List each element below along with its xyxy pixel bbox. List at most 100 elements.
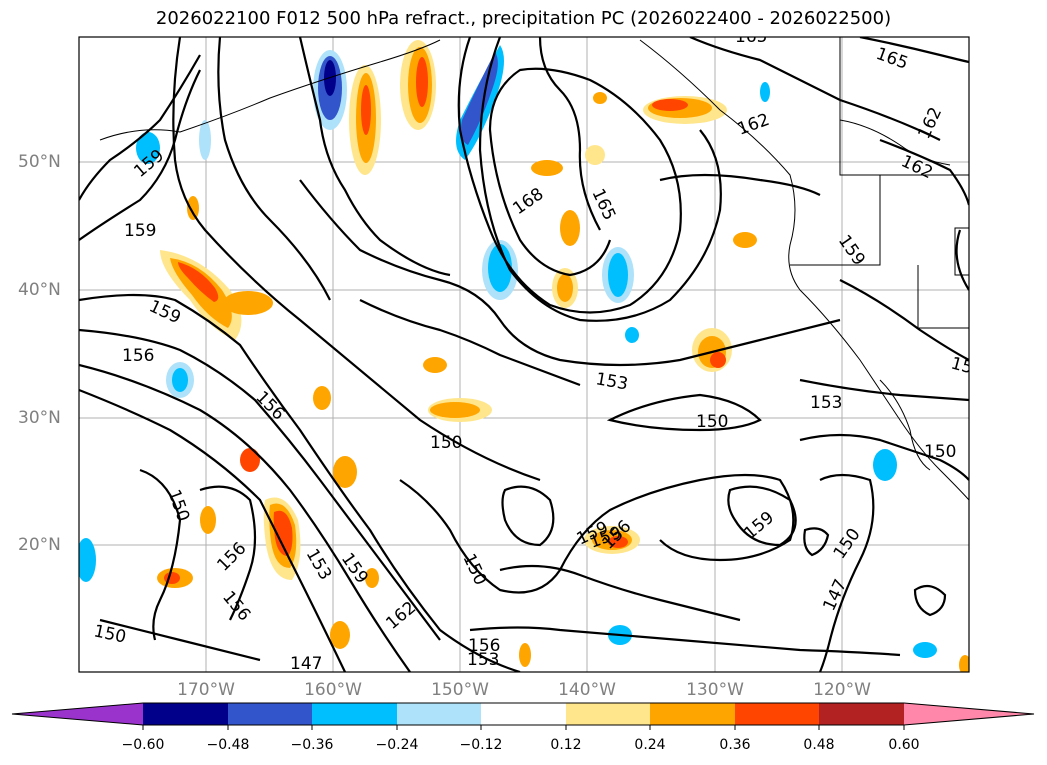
precip-patch	[136, 132, 160, 164]
precip-patch	[423, 357, 447, 373]
colorbar	[11, 702, 1035, 730]
contour-label: 156	[468, 636, 500, 656]
colorbar-segment	[481, 703, 566, 725]
colorbar-tick-label: 0.48	[803, 737, 835, 753]
precip-patch	[760, 82, 770, 102]
baja-coast	[879, 379, 931, 471]
contour-line	[359, 299, 581, 387]
lat-label-20n: 20°N	[18, 535, 61, 555]
colorbar-ticks	[142, 725, 905, 730]
colorbar-segment	[143, 703, 228, 725]
colorbar-segment	[228, 703, 312, 725]
contour-line	[955, 229, 969, 291]
contour-label: 150	[430, 433, 462, 453]
contour-line	[727, 485, 797, 547]
precip-patch	[365, 568, 379, 588]
precip-patch	[519, 643, 531, 667]
contour-line	[859, 37, 969, 64]
precip-patch	[330, 621, 350, 649]
colorbar-segment	[650, 703, 735, 725]
coastlines	[99, 37, 969, 501]
colorbar-extend-min	[12, 703, 143, 725]
colorbar-tick-label: −0.24	[375, 737, 419, 753]
lon-label-150w: 150°W	[431, 680, 489, 700]
contour-line	[79, 328, 441, 641]
precip-patch	[172, 368, 188, 392]
contour-line	[457, 37, 682, 314]
contour-line	[538, 37, 601, 231]
lat-label-30n: 30°N	[18, 408, 61, 428]
colorbar-tick-label: 0.36	[719, 737, 751, 753]
precip-patch	[273, 510, 293, 556]
lon-label-130w: 130°W	[686, 680, 744, 700]
refractivity-contours	[79, 37, 969, 672]
colorbar-tick-label: 0.60	[888, 737, 920, 753]
contour-line	[79, 363, 411, 672]
precip-patch	[625, 327, 639, 343]
precip-shading	[79, 40, 969, 672]
lon-label-140w: 140°W	[558, 680, 616, 700]
contour-line	[217, 37, 331, 301]
colorbar-tick-label: −0.60	[121, 737, 165, 753]
lat-label-40n: 40°N	[18, 280, 61, 300]
precip-patch	[416, 57, 428, 107]
contour-line	[818, 473, 875, 672]
contour-line	[803, 527, 830, 557]
lon-label-170w: 170°W	[177, 680, 235, 700]
contour-line	[99, 618, 261, 662]
north-america-coast	[639, 39, 969, 501]
colorbar-segment	[819, 703, 904, 725]
figure-title: 2026022100 F012 500 hPa refract., precip…	[155, 8, 892, 29]
precip-patch	[430, 402, 480, 418]
precip-patch	[710, 352, 726, 368]
precip-patch	[333, 456, 357, 488]
precip-patch	[361, 85, 371, 135]
lon-label-160w: 160°W	[304, 680, 362, 700]
precip-patch	[178, 262, 219, 302]
contour-line	[79, 293, 521, 672]
precip-patch	[608, 536, 628, 548]
contour-label: 150	[696, 412, 728, 432]
precip-patch	[733, 232, 757, 248]
contour-line	[299, 179, 841, 367]
contour-label: 15	[949, 354, 975, 379]
colorbar-extend-max	[904, 703, 1034, 725]
contour-line	[478, 37, 722, 322]
colorbar-tick-label: −0.48	[206, 737, 250, 753]
colorbar-segment	[312, 703, 397, 725]
precip-patch	[79, 538, 96, 582]
contour-label: 165	[735, 27, 767, 47]
state-border	[790, 175, 881, 266]
colorbar-segment	[397, 703, 481, 725]
contour-label: 159	[124, 221, 156, 241]
aleutian-coast	[99, 39, 441, 141]
contour-label: 156	[122, 346, 154, 366]
contour-line	[79, 69, 201, 241]
contour-label: 147	[290, 654, 322, 674]
precip-patch	[560, 210, 580, 246]
contour-line	[839, 279, 969, 361]
colorbar-segment	[735, 703, 819, 725]
colorbar-tick-label: −0.36	[290, 737, 334, 753]
precip-patch	[873, 449, 897, 481]
contour-line	[799, 378, 969, 402]
precip-patch	[913, 642, 937, 658]
contour-line	[799, 433, 969, 481]
contour-line	[913, 584, 947, 617]
precip-patch	[652, 99, 688, 111]
precip-patch	[959, 655, 969, 672]
colorbar-tick-label: 0.24	[634, 737, 666, 753]
precip-patch	[187, 196, 199, 220]
contour-line	[298, 37, 451, 277]
colorbar-segment	[566, 703, 650, 725]
contour-line	[659, 173, 821, 196]
contour-label: 150	[924, 442, 956, 462]
contour-line	[499, 564, 741, 622]
state-border	[954, 227, 969, 276]
contour-line	[606, 393, 762, 432]
precip-patch	[608, 253, 628, 297]
contour-line	[399, 473, 795, 594]
map-area	[79, 37, 969, 672]
precip-patch	[585, 145, 605, 165]
